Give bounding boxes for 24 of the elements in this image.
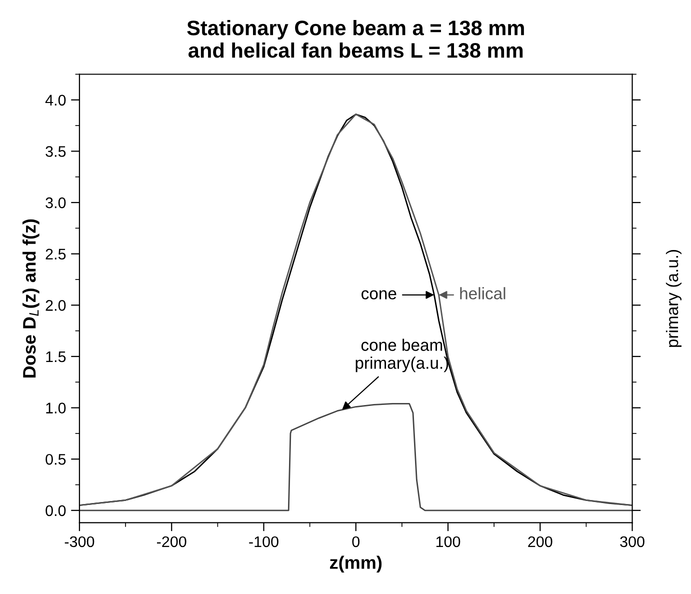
y2-axis-title: primary (a.u.) [666,250,682,347]
x-tick-label: -200 [156,536,186,548]
x-axis-title: z(mm) [330,556,382,573]
y-tick-label: 1.5 [46,351,66,362]
y-axis-title: Dose D$_{L}$(z) and f(z) [22,219,40,378]
chart-title: Stationary Cone beam a = 138 mm and helical fan beams L = 138 mm [187,20,524,58]
x-tick-label: 0 [352,536,360,548]
x-tick-label: 100 [436,536,460,548]
y-tick-label: 3.5 [46,146,66,157]
y-tick-label: 2.5 [46,248,66,260]
y-tick-label: 1.0 [46,402,66,414]
line-series [79,402,632,512]
y-tick-label: 0.0 [46,505,66,516]
x-tick-label: -300 [64,536,94,548]
y-tick-label: 3.0 [46,197,66,208]
y-tick-label: 0.5 [46,454,66,465]
y-tick-label: 2.0 [46,300,66,311]
x-tick-label: 300 [620,536,644,548]
x-tick-label: -100 [249,536,278,548]
annotation: cone [362,290,396,300]
annotation: helical [460,287,506,300]
annotation: cone beam primary(a.u.) [356,338,448,372]
x-tick-label: 200 [528,536,552,548]
y-tick-label: 4.0 [45,94,66,106]
